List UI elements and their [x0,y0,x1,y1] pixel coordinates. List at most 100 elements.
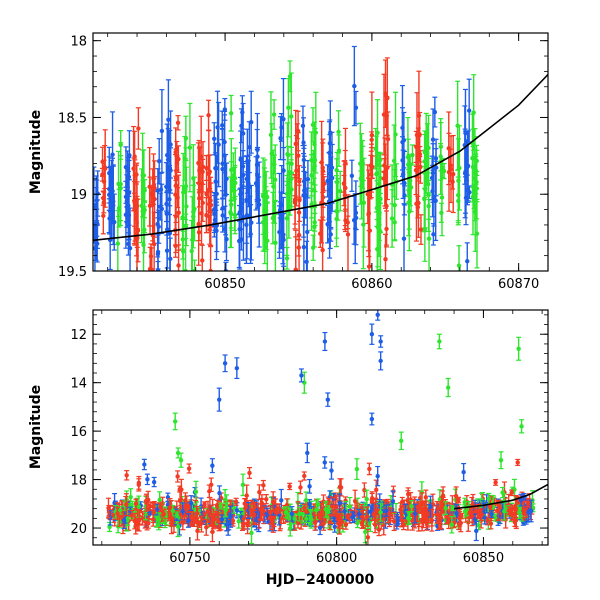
top-blue-point [277,229,282,235]
top-blue-point [220,213,225,218]
top-red-point [369,133,375,138]
top-green-point [309,173,314,178]
top-red-point [147,184,152,189]
top-blue-point [214,191,219,197]
bottom-red-point [509,490,514,496]
bottom-red-point [400,499,405,505]
top-blue-point [305,229,310,235]
top-red-point [101,213,106,219]
top-blue-point [430,188,435,194]
top-green-point [423,151,429,156]
top-blue-point [432,109,438,115]
top-blue-point [240,131,246,136]
bottom-blue-point [279,498,284,503]
top-red-point [369,165,374,171]
bottom-red-point [456,497,461,503]
top-blue-point [124,198,130,204]
top-red-point [200,258,205,263]
top-blue-point [127,153,132,158]
top-red-point [197,167,202,172]
top-green-point [271,112,277,117]
top-red-point [345,232,351,237]
top-green-point [118,142,123,148]
bottom-red-point [268,510,273,515]
top-red-point [206,113,211,118]
top-green-point [376,227,382,232]
top-blue-point [127,246,133,251]
top-red-point [341,181,347,186]
bottom-green-point [450,505,455,511]
top-red-point [292,197,298,202]
top-blue-point [248,231,253,237]
top-blue-point [93,246,98,251]
top-green-point [378,196,383,202]
top-blue-point [155,251,161,257]
top-blue-point [352,83,357,89]
top-green-point [181,190,186,195]
top-blue-point [167,197,172,202]
bottom-red-point [144,500,149,505]
bottom-green-point [175,524,181,529]
top-green-point [141,173,147,178]
top-red-point [132,154,137,159]
top-red-point [385,137,391,142]
bottom-green-point [107,524,112,530]
top-green-point [361,200,367,205]
top-green-point [287,169,292,175]
top-blue-point [431,232,436,237]
top-green-point [393,132,398,137]
top-green-point [310,245,316,250]
top-blue-point [433,156,439,161]
top-blue-point [238,157,243,162]
bottom-red-point [485,518,490,524]
top-red-point [320,247,325,253]
top-green-point [474,179,479,185]
top-green-point [228,210,233,215]
bottom-blue-point [472,516,478,522]
top-blue-point [304,259,309,265]
top-blue-point [465,259,470,264]
top-green-point [183,224,188,229]
bottom-red-point [186,466,192,471]
top-green-point [473,171,478,177]
top-blue-point [281,168,286,173]
bottom-red-point [142,519,148,524]
bottom-red-point [124,473,129,478]
top-blue-point [215,125,220,130]
top-green-point [142,207,147,213]
top-x-tick-label: 60860 [351,277,392,292]
bottom-red-point [204,525,209,530]
top-blue-point [280,235,286,240]
top-red-point [366,212,371,217]
top-green-point [269,151,275,156]
top-blue-point [124,212,129,217]
top-red-point [200,200,205,206]
top-y-axis-label: Magnitude [28,110,44,194]
bottom-red-point [423,495,429,500]
top-red-point [136,126,141,131]
bottom-green-point [347,504,353,509]
top-blue-point [247,144,252,150]
top-blue-point [95,241,100,246]
top-green-point [232,175,238,181]
top-green-point [456,178,461,183]
bottom-red-point [372,522,378,528]
top-blue-point [328,130,333,135]
top-green-point [426,236,432,241]
top-blue-point [328,232,333,237]
top-model-curve [93,73,548,242]
bottom-green-point [193,489,199,494]
top-green-point [273,240,278,246]
top-green-point [182,156,188,161]
top-red-point [175,120,181,125]
top-y-tick-label: 19 [70,188,87,203]
bottom-red-point [338,485,344,490]
bottom-red-point [345,514,350,519]
bottom-blue-point [375,473,380,479]
bottom-red-point [276,506,282,511]
top-blue-point [222,153,227,158]
top-y-tick-label: 18.5 [58,111,87,126]
top-blue-point [301,140,306,145]
bottom-blue-point [142,462,147,467]
top-green-point [228,111,234,116]
